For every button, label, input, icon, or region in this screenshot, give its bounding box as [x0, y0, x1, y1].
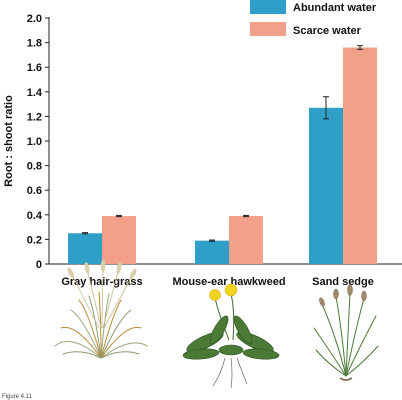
mouse-ear-hawkweed-illustration: [182, 283, 280, 389]
sand-sedge-illustration: [313, 284, 379, 381]
category-label: Mouse-ear hawkweed: [172, 276, 285, 288]
gray-hair-grass-illustration: [54, 260, 148, 359]
bar: [229, 216, 263, 264]
y-tick-label: 1.6: [27, 62, 42, 74]
y-tick-label: 1.0: [27, 136, 42, 148]
y-tick-label: 0.8: [27, 161, 42, 173]
bar: [68, 233, 102, 264]
legend-swatch-scarce: [250, 22, 286, 36]
legend-label-scarce: Scarce water: [293, 25, 362, 37]
y-tick-label: 0.4: [27, 210, 43, 222]
category-labels: Gray hair-grass Mouse-ear hawkweed Sand se…: [61, 276, 374, 288]
bar: [343, 47, 377, 264]
figure-caption: Figure 4.11: [2, 394, 33, 400]
bar: [309, 107, 343, 264]
bars: [68, 45, 377, 264]
y-tick-label: 1.2: [27, 111, 42, 123]
category-label: Gray hair-grass: [61, 276, 142, 288]
y-tick-label: 1.8: [27, 38, 42, 50]
y-axis-title: Root : shoot ratio: [3, 95, 15, 187]
category-label: Sand sedge: [312, 276, 374, 288]
legend-swatch-abundant: [250, 0, 286, 14]
y-tick-label: 2.0: [27, 13, 42, 25]
bar: [102, 216, 136, 264]
y-tick-label: 0: [36, 259, 42, 271]
legend-label-abundant: Abundant water: [293, 2, 377, 14]
y-tick-label: 0.2: [27, 234, 42, 246]
y-tick-label: 0.6: [27, 185, 42, 197]
legend: Abundant water Scarce water: [250, 0, 377, 37]
y-tick-label: 1.4: [27, 87, 43, 99]
axes: 0 0.2 0.4 0.6 0.8 1.0 1.2 1.4 1.6 1.8 2.0: [27, 13, 402, 271]
bar: [195, 240, 229, 264]
